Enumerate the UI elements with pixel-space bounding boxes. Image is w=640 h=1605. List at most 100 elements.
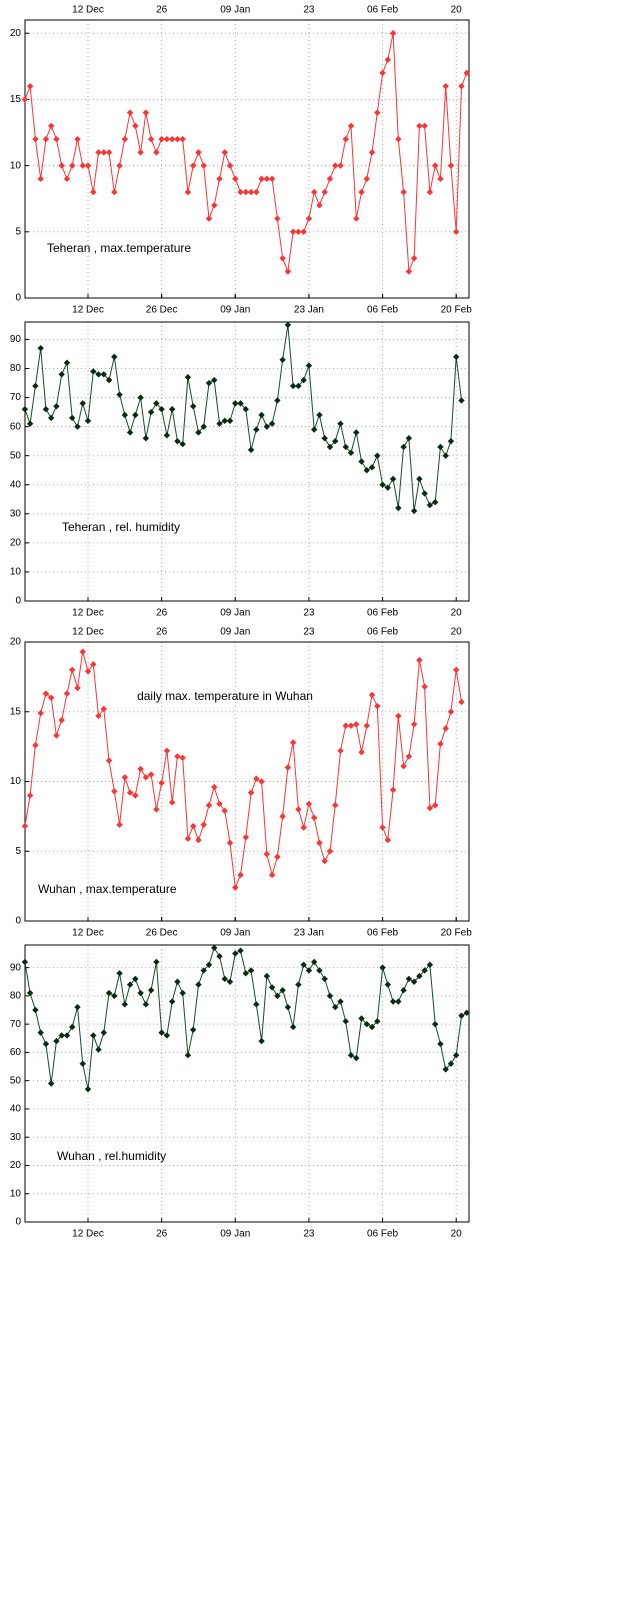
data-point [47,1080,55,1087]
data-point [332,162,339,169]
data-point [326,175,334,183]
data-point [158,135,165,143]
data-point [116,821,123,828]
data-point [453,228,460,236]
data-point [258,175,265,183]
data-point [242,970,249,977]
data-point [137,989,144,997]
data-point [379,824,386,831]
y-tick-label: 60 [10,1047,22,1058]
data-point [300,228,307,236]
data-point [221,149,228,156]
x-tick-label: 20 Feb [441,928,473,939]
y-tick-label: 80 [10,363,22,374]
data-point [174,753,181,760]
data-point [90,661,97,668]
data-point [21,822,29,830]
x-tick-label: 23 Jan [294,928,324,939]
data-point [237,400,244,407]
data-point [279,987,286,994]
data-point [374,452,381,459]
x-tick-label: 26 [156,627,168,638]
data-point [279,813,286,820]
x-tick-label: 20 [451,1229,463,1240]
data-point [232,175,239,183]
data-point [326,848,334,855]
data-point [168,998,176,1005]
data-point [453,666,460,674]
y-tick-label: 0 [15,596,21,607]
data-point [458,1012,465,1019]
data-point [126,789,134,796]
x-tick-label: 06 Feb [367,5,399,16]
data-point [79,162,86,169]
x-tick-label: 06 Feb [367,608,399,619]
data-point [289,228,297,236]
x-tick-label: 06 Feb [367,928,399,939]
data-point [337,747,344,755]
data-point [395,135,402,143]
data-point [190,1026,197,1033]
data-point [337,420,344,427]
data-point [458,82,465,90]
data-point [142,435,150,442]
data-point [132,122,139,130]
y-tick-label: 10 [10,160,22,171]
x-tick-label: 23 [303,5,315,16]
data-point [342,1018,349,1025]
data-point [179,135,186,143]
data-point [26,792,34,799]
data-point [284,1003,292,1011]
x-tick-label: 09 Jan [220,5,250,16]
data-point [279,356,286,363]
data-point [184,835,192,842]
data-point [184,374,192,381]
data-point [21,96,29,103]
data-point [421,122,428,130]
data-point [416,475,423,483]
data-point [26,989,34,997]
x-tick-label: 26 [156,5,168,16]
y-tick-label: 0 [15,1217,21,1228]
data-point [195,981,202,988]
data-point [237,871,244,879]
x-tick-label: 12 Dec [72,305,104,316]
data-point [284,764,292,771]
data-point [263,175,271,183]
data-point [426,804,434,812]
data-point [295,382,302,390]
data-point [389,786,397,794]
y-tick-label: 80 [10,991,22,1002]
data-point [431,1020,439,1028]
data-point [190,822,197,830]
data-point [363,1020,370,1028]
data-point [305,967,313,974]
data-point [263,423,271,430]
data-point [195,836,202,844]
data-point [395,712,402,720]
data-point [437,175,444,183]
data-point [58,162,65,169]
data-point [405,975,413,983]
data-point [368,464,376,471]
data-point [42,1040,50,1048]
data-point [179,440,186,448]
data-point [395,998,402,1005]
data-point [37,1029,44,1036]
data-point [190,162,197,169]
data-point [232,400,239,407]
data-point [426,501,434,509]
data-point [42,405,50,413]
x-tick-label: 26 Dec [146,928,178,939]
data-point [142,1001,150,1008]
data-point [63,1032,71,1039]
y-tick-label: 40 [10,479,22,490]
x-tick-label: 09 Jan [220,305,250,316]
series-line [24,33,468,274]
data-point [95,371,102,378]
data-point [216,175,223,183]
data-point [84,417,92,425]
x-tick-label: 12 Dec [72,1229,104,1240]
data-point [437,740,444,748]
